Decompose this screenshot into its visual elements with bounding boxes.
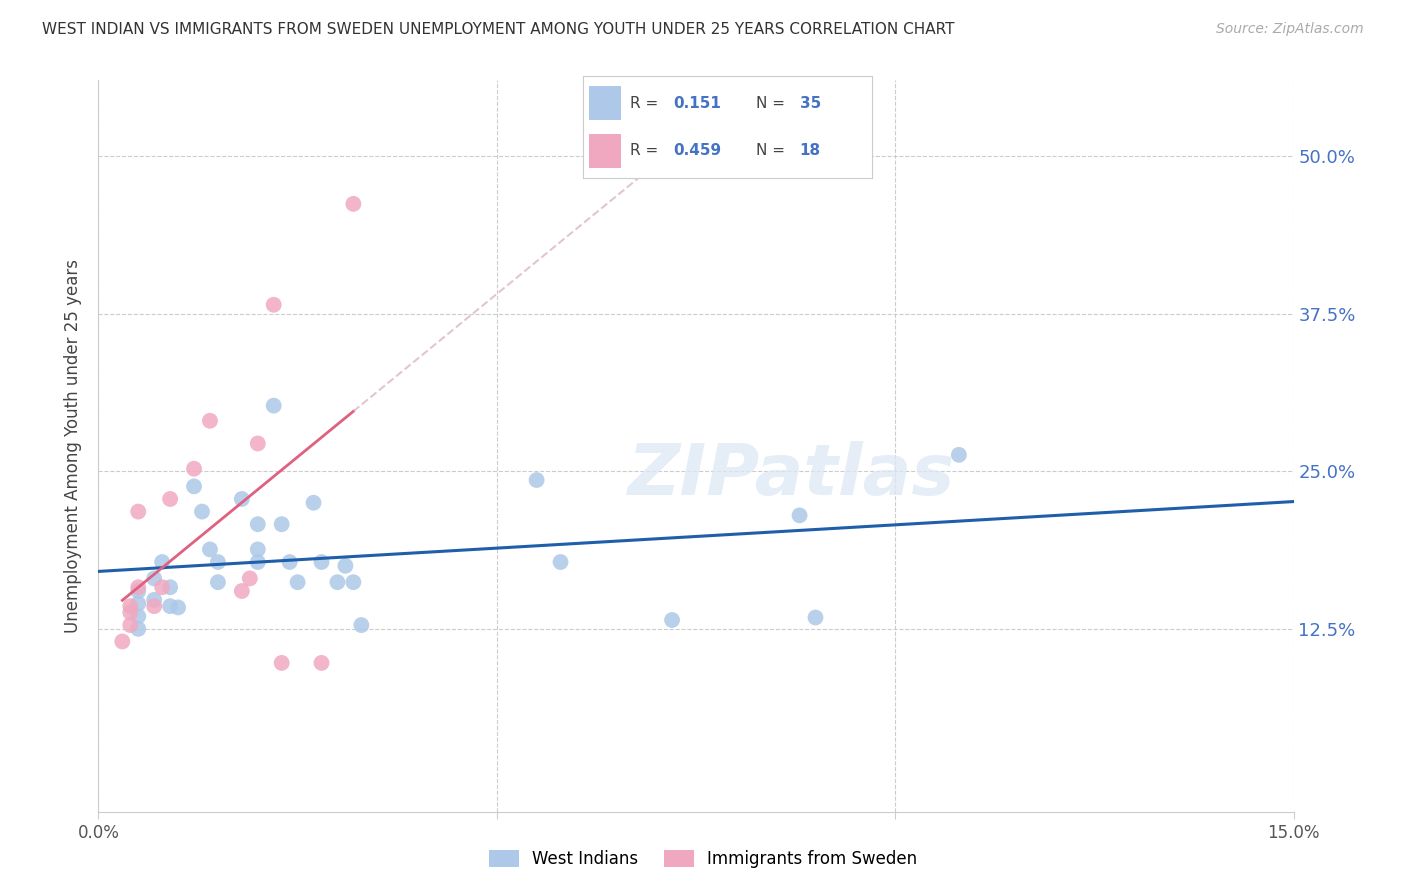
Text: 0.459: 0.459: [673, 144, 721, 158]
Point: [239, 571, 262, 585]
Point: [350, 618, 373, 632]
Point: [526, 473, 548, 487]
Point: [198, 542, 221, 557]
Point: [270, 517, 292, 532]
Point: [143, 599, 166, 614]
Point: [278, 555, 301, 569]
Point: [159, 491, 181, 506]
Point: [263, 399, 285, 413]
Text: N =: N =: [756, 144, 790, 158]
Point: [550, 555, 572, 569]
Point: [191, 505, 214, 519]
Point: [246, 555, 269, 569]
Point: [335, 558, 357, 573]
Y-axis label: Unemployment Among Youth under 25 years: Unemployment Among Youth under 25 years: [65, 259, 83, 633]
Point: [120, 606, 142, 620]
Point: [246, 517, 269, 532]
Point: [127, 609, 149, 624]
Point: [287, 575, 309, 590]
Legend: West Indians, Immigrants from Sweden: West Indians, Immigrants from Sweden: [482, 843, 924, 875]
Point: [143, 571, 166, 585]
Text: 35: 35: [800, 96, 821, 111]
Point: [127, 505, 149, 519]
Point: [159, 599, 181, 614]
Point: [326, 575, 349, 590]
Text: R =: R =: [630, 96, 662, 111]
Point: [948, 448, 970, 462]
Point: [661, 613, 683, 627]
Text: N =: N =: [756, 96, 790, 111]
Text: R =: R =: [630, 144, 662, 158]
Point: [127, 584, 149, 599]
Text: 0.151: 0.151: [673, 96, 721, 111]
Point: [270, 656, 292, 670]
Point: [143, 592, 166, 607]
Point: [127, 580, 149, 594]
Point: [150, 555, 173, 569]
Point: [183, 479, 205, 493]
FancyBboxPatch shape: [589, 135, 621, 168]
Point: [302, 496, 325, 510]
Point: [789, 508, 811, 523]
Point: [342, 197, 364, 211]
Point: [127, 622, 149, 636]
Point: [246, 436, 269, 450]
Text: WEST INDIAN VS IMMIGRANTS FROM SWEDEN UNEMPLOYMENT AMONG YOUTH UNDER 25 YEARS CO: WEST INDIAN VS IMMIGRANTS FROM SWEDEN UN…: [42, 22, 955, 37]
Text: 18: 18: [800, 144, 821, 158]
Point: [311, 555, 333, 569]
Point: [127, 597, 149, 611]
Point: [198, 414, 221, 428]
Point: [167, 600, 190, 615]
Point: [263, 298, 285, 312]
Point: [342, 575, 364, 590]
Point: [207, 555, 229, 569]
Point: [183, 461, 205, 475]
Point: [120, 618, 142, 632]
FancyBboxPatch shape: [589, 87, 621, 120]
Point: [231, 491, 253, 506]
Point: [120, 599, 142, 614]
Point: [207, 575, 229, 590]
Point: [111, 634, 134, 648]
Point: [246, 542, 269, 557]
Point: [311, 656, 333, 670]
Point: [159, 580, 181, 594]
Point: [150, 580, 173, 594]
Point: [804, 610, 827, 624]
Point: [231, 584, 253, 599]
Text: Source: ZipAtlas.com: Source: ZipAtlas.com: [1216, 22, 1364, 37]
Text: ZIPatlas: ZIPatlas: [628, 441, 955, 509]
